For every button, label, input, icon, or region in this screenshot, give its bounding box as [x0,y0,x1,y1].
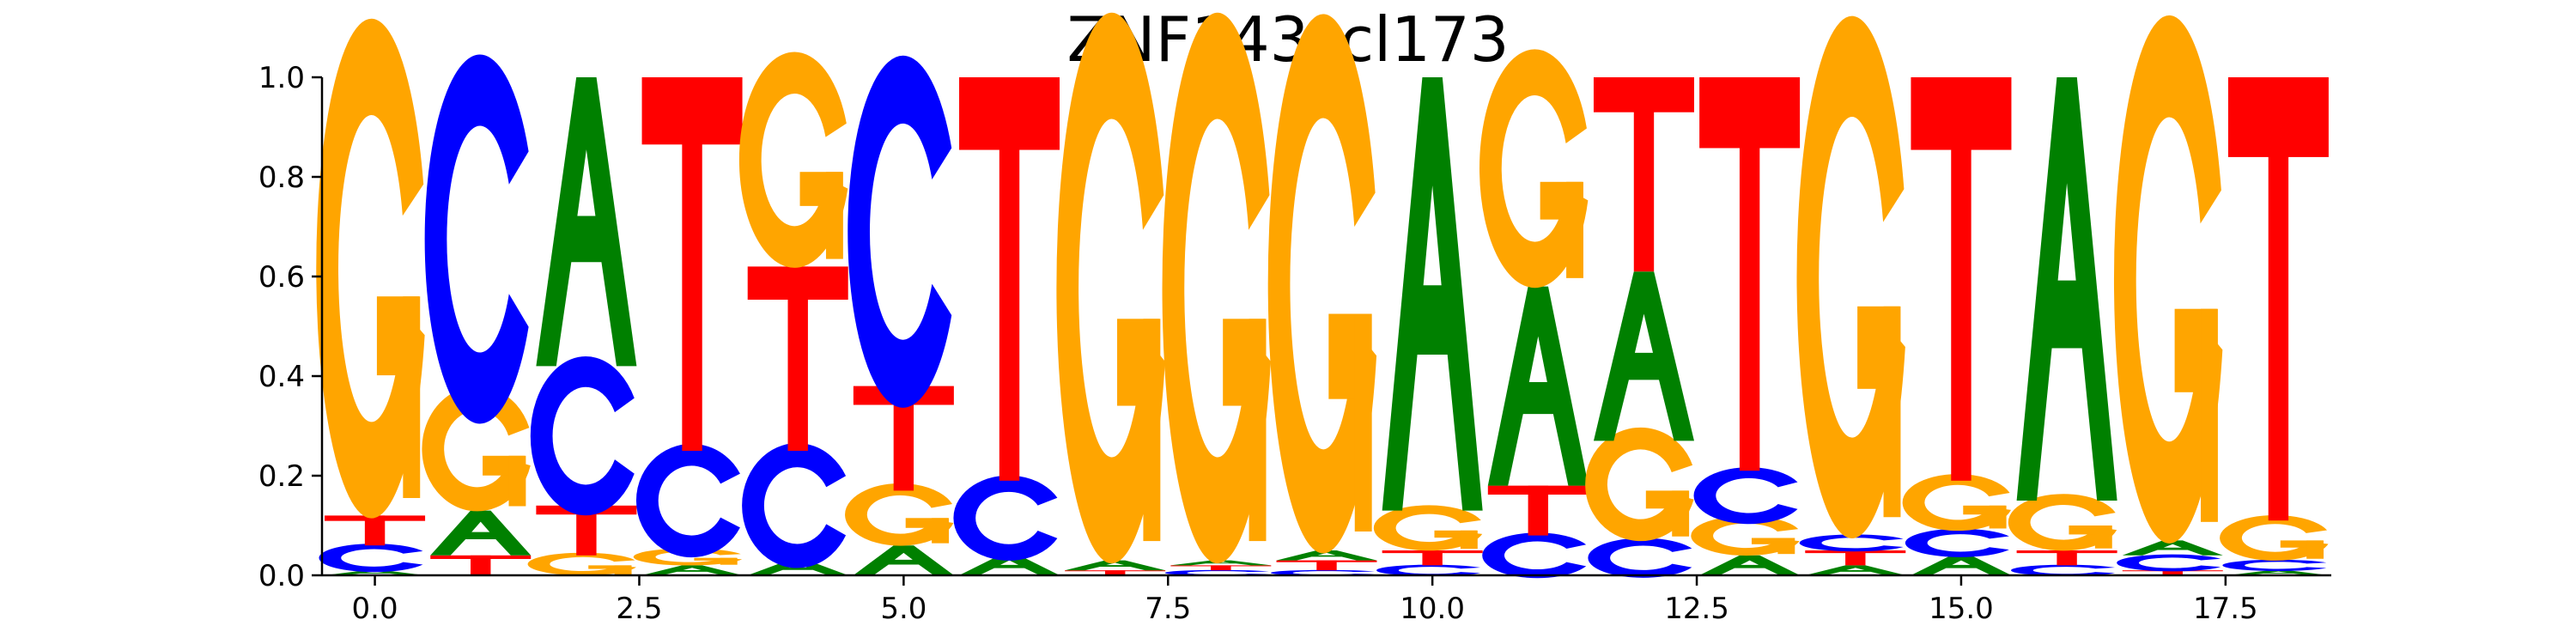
logo-letter-A-pos-10 [1382,77,1483,511]
logo-letter-G-pos-2 [527,552,636,576]
logo-letter-C-pos-16 [2011,564,2115,576]
logo-letter-C-pos-10 [1376,564,1481,576]
logo-letter-T-pos-12 [1593,77,1694,272]
logo-letter-G-pos-0 [316,18,425,519]
logo-letter-T-pos-7 [1065,570,1166,575]
x-tick-label: 7.5 [1145,592,1191,626]
logo-letter-T-pos-6 [959,77,1060,481]
logo-letter-A-pos-7 [1065,560,1166,571]
logo-letter-G-pos-18 [2220,515,2329,561]
logo-letter-C-pos-12 [1588,538,1692,578]
logo-letter-A-pos-6 [959,555,1060,575]
logo-letter-C-pos-4 [742,443,847,568]
logo-letter-A-pos-13 [1699,555,1801,575]
logo-letter-G-pos-9 [1267,14,1377,554]
logo-letter-C-pos-18 [2222,559,2327,571]
logo-letter-A-pos-5 [853,545,954,575]
logo-letter-A-pos-1 [430,510,532,556]
logo-letter-C-pos-13 [1693,467,1798,525]
logo-letter-G-pos-17 [2113,15,2223,544]
logo-letter-C-pos-6 [953,475,1058,561]
logo-letter-G-pos-13 [1691,515,1800,556]
logo-letter-A-pos-11 [1487,286,1589,486]
logo-letter-C-pos-11 [1482,532,1587,579]
logo-letter-G-pos-14 [1796,15,1905,538]
logo-letter-A-pos-18 [2227,570,2329,575]
logo-letter-T-pos-16 [2016,550,2117,566]
logo-letter-G-pos-15 [1902,474,2012,532]
x-tick-label: 12.5 [1664,592,1729,626]
y-tick-label: 1.0 [258,61,305,95]
logo-letter-A-pos-15 [1911,555,2012,575]
logo-letter-T-pos-4 [747,266,848,451]
logo-letter-C-pos-1 [424,54,529,424]
axes-layer: 0.0 0.2 0.4 0.6 0.8 1.0 0.0 2.5 5.0 7.5 10.0 12.5 15… [258,61,2331,626]
logo-letter-G-pos-7 [1056,12,1165,564]
logo-letter-T-pos-15 [1911,77,2012,481]
logo-letter-C-pos-2 [530,356,635,516]
logo-letter-T-pos-13 [1699,77,1801,471]
logo-letter-C-pos-3 [636,443,740,558]
logo-letter-G-pos-5 [845,483,954,546]
x-tick-label: 10.0 [1400,592,1465,626]
logo-letter-G-pos-4 [738,52,848,268]
logo-letter-A-pos-0 [325,570,426,575]
logo-letter-T-pos-10 [1382,550,1483,566]
logo-letter-T-pos-0 [325,515,426,546]
logo-letter-G-pos-12 [1585,427,1694,542]
logo-letter-A-pos-2 [536,77,637,367]
logo-letter-G-pos-8 [1162,12,1271,564]
logo-letter-T-pos-3 [641,77,743,451]
logo-letter-C-pos-17 [2117,554,2221,572]
letters-layer [316,12,2329,579]
logo-letter-G-pos-10 [1373,505,1483,551]
logo-letter-A-pos-12 [1593,271,1694,441]
y-tick-label: 0.6 [258,260,305,295]
logo-letter-T-pos-9 [1276,560,1377,571]
x-tick-label: 0.0 [352,592,398,626]
logo-letter-T-pos-14 [1805,550,1906,566]
logo-letter-A-pos-9 [1276,550,1377,561]
x-tick-label: 15.0 [1929,592,1994,626]
x-tick-label: 5.0 [880,592,927,626]
y-tick-label: 0.0 [258,559,305,593]
logo-letter-G-pos-11 [1479,49,1589,289]
logo-letter-A-pos-3 [641,565,743,575]
logo-letter-C-pos-14 [1799,534,1904,552]
logo-letter-A-pos-17 [2122,540,2223,556]
logo-letter-T-pos-1 [430,555,532,575]
x-tick-label: 17.5 [2193,592,2258,626]
y-tick-label: 0.8 [258,161,305,195]
logo-letter-C-pos-5 [848,55,952,408]
y-tick-label: 0.2 [258,459,305,494]
logo-letter-C-pos-15 [1905,528,2009,557]
y-tick-label: 0.4 [258,360,305,394]
logo-letter-G-pos-16 [2008,494,2117,551]
logo-letter-C-pos-0 [319,544,423,573]
logo-letter-A-pos-16 [2016,77,2117,501]
logo-letter-T-pos-11 [1487,485,1589,536]
logo-letter-T-pos-8 [1170,565,1272,571]
x-tick-label: 2.5 [616,592,662,626]
logo-letter-A-pos-14 [1805,565,1906,575]
logo-letter-T-pos-18 [2227,77,2329,521]
